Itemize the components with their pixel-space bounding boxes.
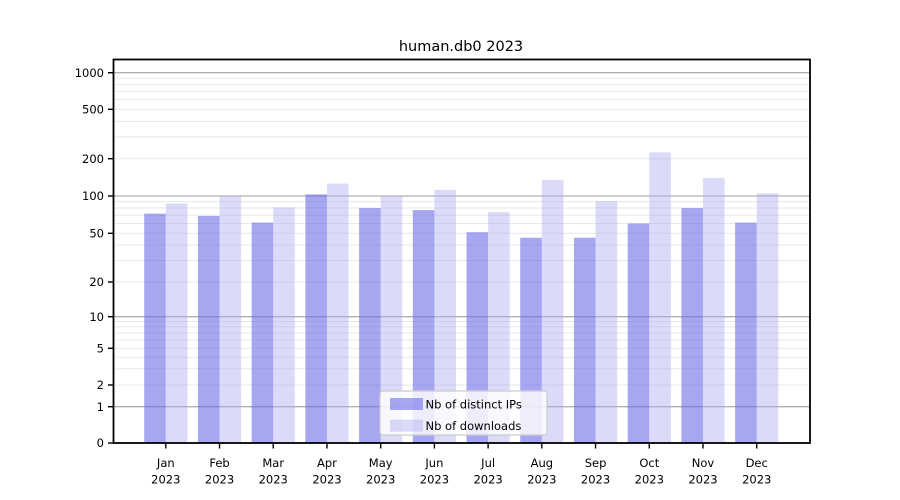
bar-distinct-ips xyxy=(197,215,220,443)
y-tick-label: 100 xyxy=(82,189,104,203)
bar-downloads xyxy=(756,193,779,443)
x-axis: Jan 2023 Feb 2023 Mar 2023 Apr 2023 May 2023 Jun 20… xyxy=(151,443,771,487)
x-tick-label-month: Jun xyxy=(424,456,443,470)
legend-swatch xyxy=(390,419,423,432)
bar-downloads xyxy=(595,201,618,443)
bar-distinct-ips xyxy=(251,222,274,443)
legend-label: Nb of distinct IPs xyxy=(426,398,522,412)
bar-downloads xyxy=(488,212,510,443)
bar-downloads xyxy=(273,207,295,443)
y-tick-label: 500 xyxy=(82,103,104,117)
x-tick-label-year: 2023 xyxy=(205,473,234,487)
x-tick-label-month: Feb xyxy=(209,456,229,470)
x-tick-label-month: May xyxy=(369,456,393,470)
x-tick-label-year: 2023 xyxy=(312,473,341,487)
chart-title: human.db0 2023 xyxy=(399,39,523,55)
x-tick-label-month: Oct xyxy=(639,456,659,470)
x-tick-label-month: Mar xyxy=(262,456,284,470)
x-tick-label-year: 2023 xyxy=(366,473,395,487)
bar-downloads xyxy=(703,177,725,443)
bar-distinct-ips xyxy=(466,232,489,443)
legend-swatch xyxy=(390,398,423,410)
bar-downloads xyxy=(649,152,671,443)
y-tick-label: 200 xyxy=(82,152,104,166)
bar-distinct-ips xyxy=(359,208,381,443)
y-tick-label: 2 xyxy=(97,378,104,392)
x-tick-label-month: Nov xyxy=(692,456,715,470)
bar-distinct-ips xyxy=(573,237,596,443)
y-tick-label: 20 xyxy=(89,275,104,289)
y-tick-label: 0 xyxy=(97,436,104,450)
y-tick-label: 1000 xyxy=(75,66,104,80)
y-tick-label: 1 xyxy=(97,400,104,414)
bar-distinct-ips xyxy=(144,213,166,443)
x-tick-label-year: 2023 xyxy=(581,473,610,487)
bar-downloads xyxy=(380,196,403,443)
bar-downloads xyxy=(541,179,564,443)
x-tick-label-year: 2023 xyxy=(420,473,449,487)
x-tick-label-month: Apr xyxy=(317,456,337,470)
x-tick-label-year: 2023 xyxy=(259,473,288,487)
y-tick-label: 50 xyxy=(89,227,104,241)
bar-downloads xyxy=(219,196,242,443)
bar-downloads xyxy=(165,203,188,443)
y-tick-label: 5 xyxy=(97,342,104,356)
bar-distinct-ips xyxy=(305,194,327,443)
x-tick-label-month: Jul xyxy=(480,456,495,470)
x-tick-label-year: 2023 xyxy=(473,473,502,487)
x-tick-label-year: 2023 xyxy=(635,473,664,487)
x-tick-label-month: Aug xyxy=(531,456,553,470)
bar-downloads xyxy=(434,189,456,443)
y-tick-label: 10 xyxy=(89,310,104,324)
y-axis: 0 1 2 5 10 20 50 100 200 500 1000 xyxy=(75,66,114,450)
bar-distinct-ips xyxy=(735,222,757,443)
legend-label: Nb of downloads xyxy=(426,419,522,433)
x-tick-label-year: 2023 xyxy=(688,473,717,487)
x-tick-label-year: 2023 xyxy=(151,473,180,487)
bar-distinct-ips xyxy=(627,223,650,443)
bar-downloads xyxy=(326,183,349,443)
x-tick-label-year: 2023 xyxy=(527,473,556,487)
x-tick-label-month: Dec xyxy=(746,456,768,470)
legend: Nb of distinct IPs Nb of downloads xyxy=(379,390,548,436)
x-tick-label-month: Jan xyxy=(156,456,175,470)
bar-distinct-ips xyxy=(681,208,703,443)
plot-border xyxy=(112,58,811,444)
x-tick-label-month: Sep xyxy=(585,456,607,470)
x-tick-label-year: 2023 xyxy=(742,473,771,487)
bar-distinct-ips xyxy=(412,210,435,443)
